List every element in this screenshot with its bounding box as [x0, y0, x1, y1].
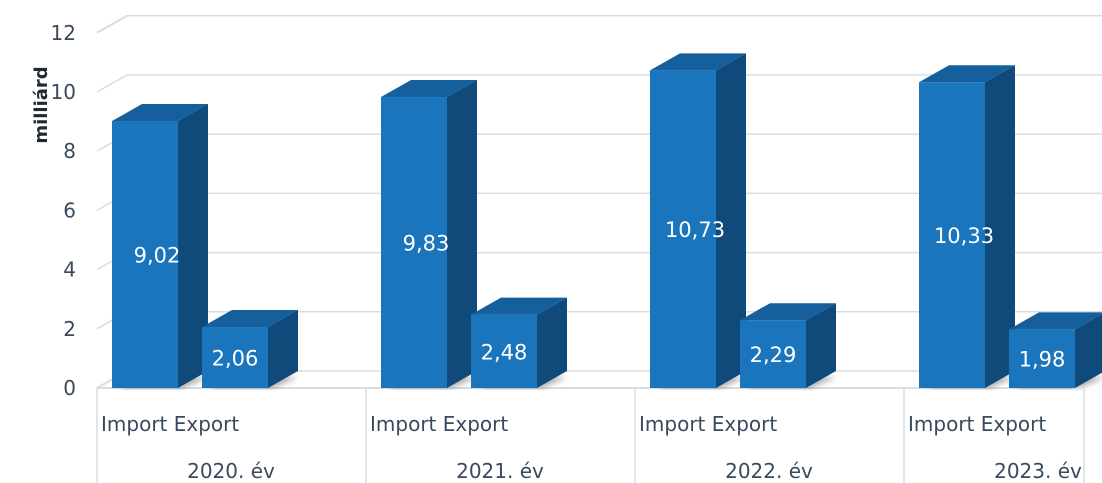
data-label: 2,29 [750, 343, 797, 367]
y-tick-label: 4 [63, 258, 76, 282]
bar-front [919, 82, 985, 389]
bar-side [1075, 314, 1102, 388]
category-label: Import Export [908, 412, 1046, 436]
bar-side [985, 65, 1015, 389]
bar-import: 9,83 [381, 80, 477, 389]
bar-top [740, 303, 836, 321]
y-tick-label: 12 [51, 21, 76, 45]
bar-export: 2,48 [471, 297, 567, 388]
category-axis: Import Export 2020. év Import Export 2021. … [96, 388, 1085, 483]
bar-side [806, 303, 836, 388]
bar-top [1009, 312, 1102, 330]
y-axis-label: milliárd [31, 66, 52, 143]
data-label: 10,73 [665, 218, 725, 242]
bar-import: 10,33 [919, 65, 1015, 389]
data-label: 1,98 [1019, 348, 1066, 372]
bar-side [447, 80, 477, 389]
bar-import: 9,02 [112, 104, 208, 389]
bar-front [740, 320, 806, 388]
bar-front [202, 327, 268, 388]
bar-top [471, 297, 567, 315]
bar-side [178, 104, 208, 389]
year-label: 2020. év [187, 459, 275, 483]
data-label: 9,02 [134, 244, 181, 268]
bar-front [112, 121, 178, 389]
bar-side [537, 297, 567, 388]
year-label: 2021. év [456, 459, 544, 483]
bar-top [650, 53, 746, 71]
gridline-diagonal [96, 74, 128, 93]
bar-top [919, 65, 1015, 83]
bar-top [381, 80, 477, 98]
bar-export: 2,29 [740, 303, 836, 388]
bar-side [716, 53, 746, 388]
y-tick-label: 2 [63, 317, 76, 341]
bar-side [268, 310, 298, 388]
year-label: 2023. év [994, 459, 1082, 483]
bar-front [471, 314, 537, 388]
y-tick-label: 10 [51, 80, 76, 104]
y-axis-ticks: 0 2 4 6 8 10 12 [51, 21, 76, 400]
data-label: 9,83 [403, 232, 450, 256]
data-label: 2,48 [481, 340, 528, 364]
y-tick-label: 8 [63, 139, 76, 163]
year-label: 2022. év [725, 459, 813, 483]
bar-front [381, 97, 447, 389]
bar-front [650, 70, 716, 388]
bar-top [202, 310, 298, 328]
bar-front [1009, 329, 1075, 388]
bar-export: 1,98 [1009, 312, 1102, 388]
category-label: Import Export [370, 412, 508, 436]
data-label: 10,33 [934, 224, 994, 248]
bar-import: 10,73 [650, 53, 746, 388]
bar-export: 2,06 [202, 310, 298, 388]
gridline-diagonal [96, 15, 128, 34]
y-tick-label: 6 [63, 198, 76, 222]
y-tick-label: 0 [63, 376, 76, 400]
category-label: Import Export [101, 412, 239, 436]
bar-top [112, 104, 208, 122]
category-label: Import Export [639, 412, 777, 436]
data-label: 2,06 [212, 347, 259, 371]
bars: 9,02 2,06 9,83 2,48 10,73 2,29 10,33 1,98 [112, 53, 1102, 389]
